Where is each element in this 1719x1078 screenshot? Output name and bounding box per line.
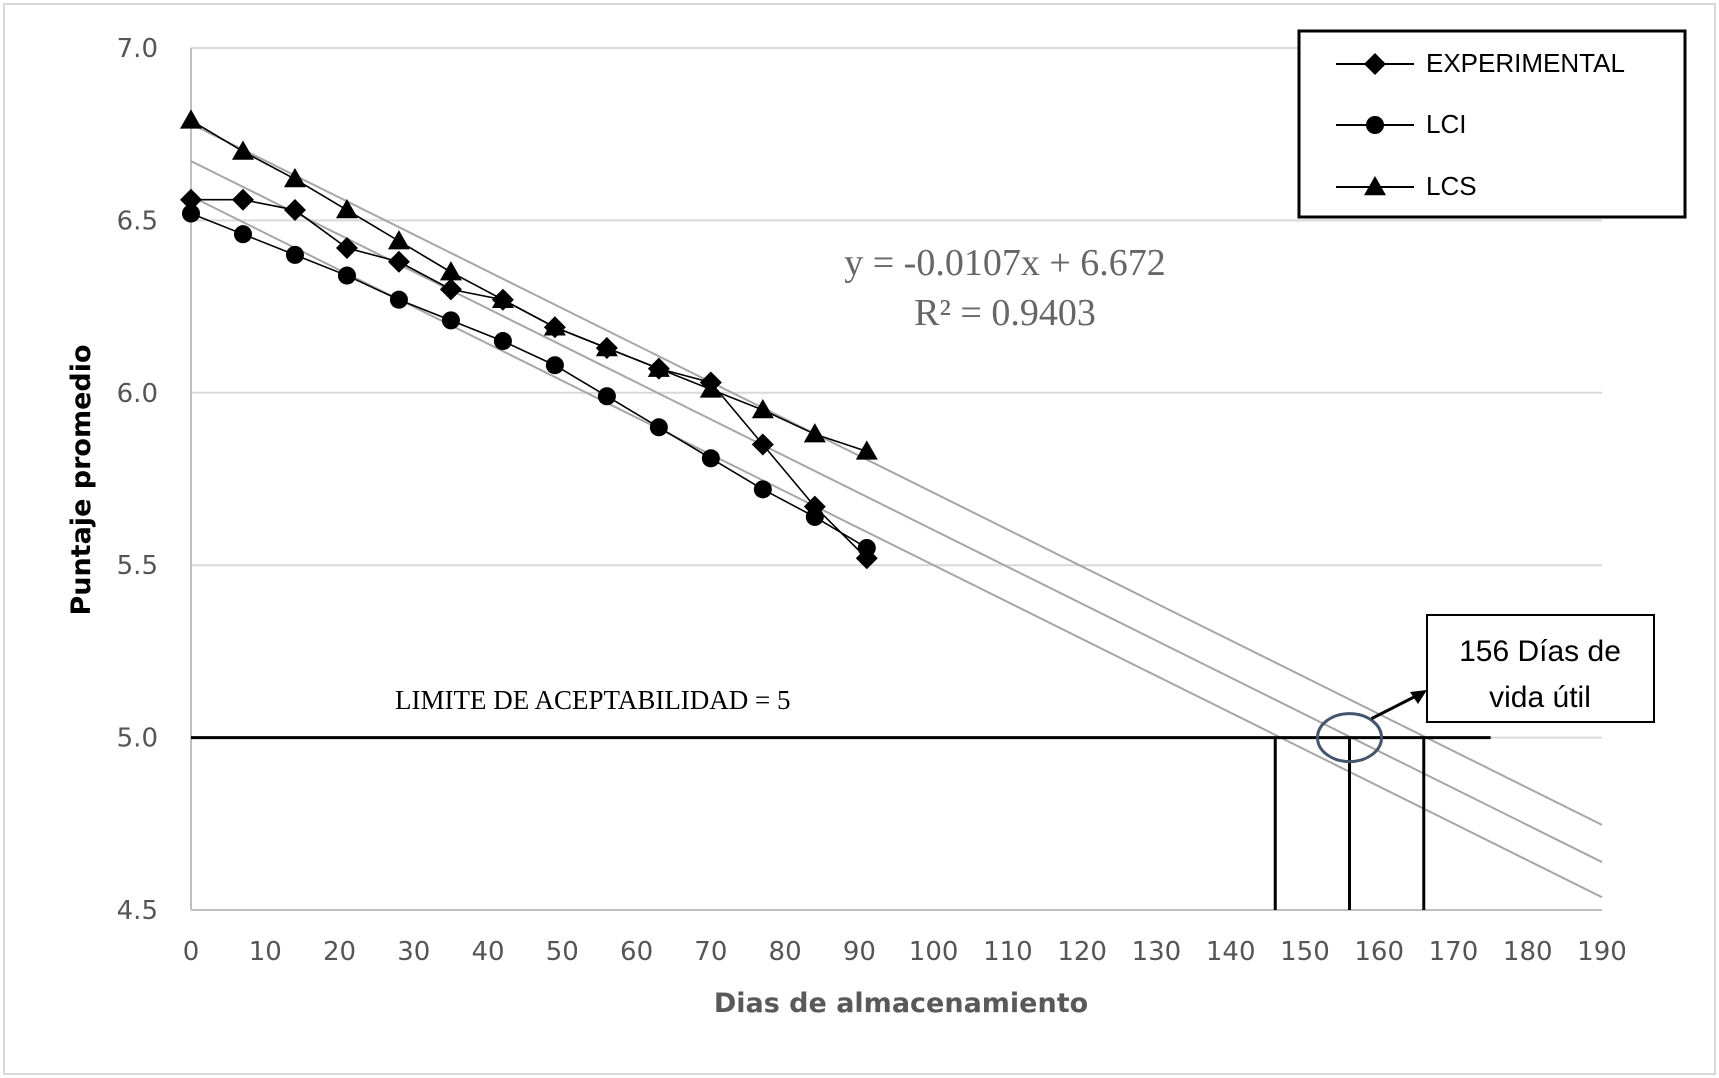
y-tick-label: 4.5 <box>117 896 158 926</box>
shelf-life-callout: 156 Días de vida útil <box>1426 614 1655 723</box>
callout-box <box>1426 614 1655 723</box>
callout-line-2: vida útil <box>1489 681 1591 714</box>
data-point-lcs <box>231 140 254 160</box>
x-tick-label: 150 <box>1280 937 1330 967</box>
x-tick-label: 20 <box>323 937 356 967</box>
series-lci <box>181 204 876 557</box>
y-tick-label: 7.0 <box>117 34 158 64</box>
x-tick-label: 180 <box>1503 937 1553 967</box>
data-point-lci <box>649 418 668 437</box>
data-point-lcs <box>543 316 566 336</box>
series-experimental <box>180 188 878 570</box>
data-point-experimental <box>283 199 306 222</box>
data-point-lcs <box>439 261 462 281</box>
data-series <box>180 109 878 570</box>
chart-border <box>3 3 1716 1075</box>
x-tick-label: 190 <box>1577 937 1627 967</box>
data-point-lci <box>389 290 408 309</box>
trend-line-lci <box>190 195 1603 899</box>
data-point-lci <box>337 266 356 285</box>
x-tick-label: 30 <box>397 937 430 967</box>
data-point-lci <box>181 204 201 223</box>
legend-keys <box>1336 53 1414 196</box>
y-axis-ticks: 4.5 5.0 5.5 6.0 6.5 7.0 <box>117 34 158 926</box>
series-lcs <box>180 109 878 460</box>
legend: EXPERIMENTAL LCI LCS <box>1297 29 1687 219</box>
y-tick-label: 6.5 <box>117 206 158 236</box>
x-tick-label: 120 <box>1057 937 1107 967</box>
shelf-life-ellipse <box>1316 712 1384 764</box>
y-tick-label: 6.0 <box>117 379 158 409</box>
data-point-lcs <box>180 109 202 129</box>
data-point-experimental <box>387 250 410 273</box>
trend-lines <box>190 122 1603 899</box>
limit-label: LIMITE DE ACEPTABILIDAD = 5 <box>395 685 791 715</box>
data-point-lci <box>857 538 876 557</box>
y-tick-label: 5.0 <box>117 724 158 754</box>
x-tick-label: 140 <box>1206 937 1256 967</box>
legend-label-experimental: EXPERIMENTAL <box>1426 48 1625 78</box>
callout-arrow-head <box>1410 690 1427 704</box>
x-tick-label: 130 <box>1132 937 1182 967</box>
data-point-experimental <box>231 188 254 211</box>
data-point-lci <box>597 387 616 406</box>
x-axis-ticks: 0 10 20 30 40 50 60 70 80 90 100 110 120 130 140 150 160… <box>183 937 1627 967</box>
legend-marker-lcs <box>1364 176 1386 196</box>
x-tick-label: 90 <box>843 937 876 967</box>
legend-marker-experimental <box>1364 53 1386 75</box>
x-tick-label: 110 <box>983 937 1033 967</box>
data-point-lci <box>233 225 253 244</box>
data-point-lcs <box>595 336 618 357</box>
x-tick-label: 160 <box>1354 937 1404 967</box>
x-tick-label: 40 <box>472 937 505 967</box>
trend-line-experimental <box>190 160 1603 863</box>
x-tick-label: 10 <box>249 937 282 967</box>
data-point-experimental <box>751 433 774 456</box>
x-tick-label: 70 <box>694 937 727 967</box>
data-point-lcs <box>335 199 358 219</box>
x-tick-label: 80 <box>769 937 802 967</box>
trend-line-lcs <box>190 122 1603 826</box>
series-line-lcs <box>190 119 868 453</box>
data-point-experimental <box>335 236 358 259</box>
data-point-lcs <box>491 288 514 308</box>
legend-marker-lci <box>1365 115 1385 135</box>
x-tick-label: 0 <box>183 937 200 967</box>
data-point-lcs <box>751 399 774 419</box>
r-squared-label: R² = 0.9403 <box>914 292 1096 334</box>
y-axis-title: Puntaje promedio <box>66 344 97 615</box>
x-axis-title: Dias de almacenamiento <box>714 988 1088 1019</box>
data-point-lcs <box>283 168 306 188</box>
callout-arrow-line <box>1370 693 1419 720</box>
data-point-lci <box>701 449 720 468</box>
series-line-lci <box>190 212 868 549</box>
data-point-experimental <box>180 188 202 211</box>
x-tick-label: 170 <box>1429 937 1479 967</box>
legend-label-lci: LCI <box>1426 109 1466 139</box>
x-tick-label: 60 <box>620 937 653 967</box>
data-point-lci <box>493 332 512 351</box>
y-tick-label: 5.5 <box>117 551 158 581</box>
legend-label-lcs: LCS <box>1426 171 1477 201</box>
callout-line-1: 156 Días de <box>1459 635 1621 668</box>
data-point-lci <box>805 507 824 526</box>
data-point-lcs <box>647 357 670 377</box>
data-point-lcs <box>803 423 826 443</box>
data-point-lci <box>285 245 304 264</box>
data-point-lcs <box>699 378 722 398</box>
x-tick-label: 100 <box>909 937 959 967</box>
data-point-lcs <box>855 440 878 460</box>
data-point-lci <box>545 356 564 375</box>
regression-equation: y = -0.0107x + 6.672 <box>844 242 1166 284</box>
data-point-lci <box>753 480 772 499</box>
limit-group <box>191 690 1491 910</box>
x-tick-label: 50 <box>546 937 579 967</box>
data-point-lcs <box>387 230 410 250</box>
data-point-lci <box>441 311 460 330</box>
data-point-experimental <box>439 278 462 301</box>
